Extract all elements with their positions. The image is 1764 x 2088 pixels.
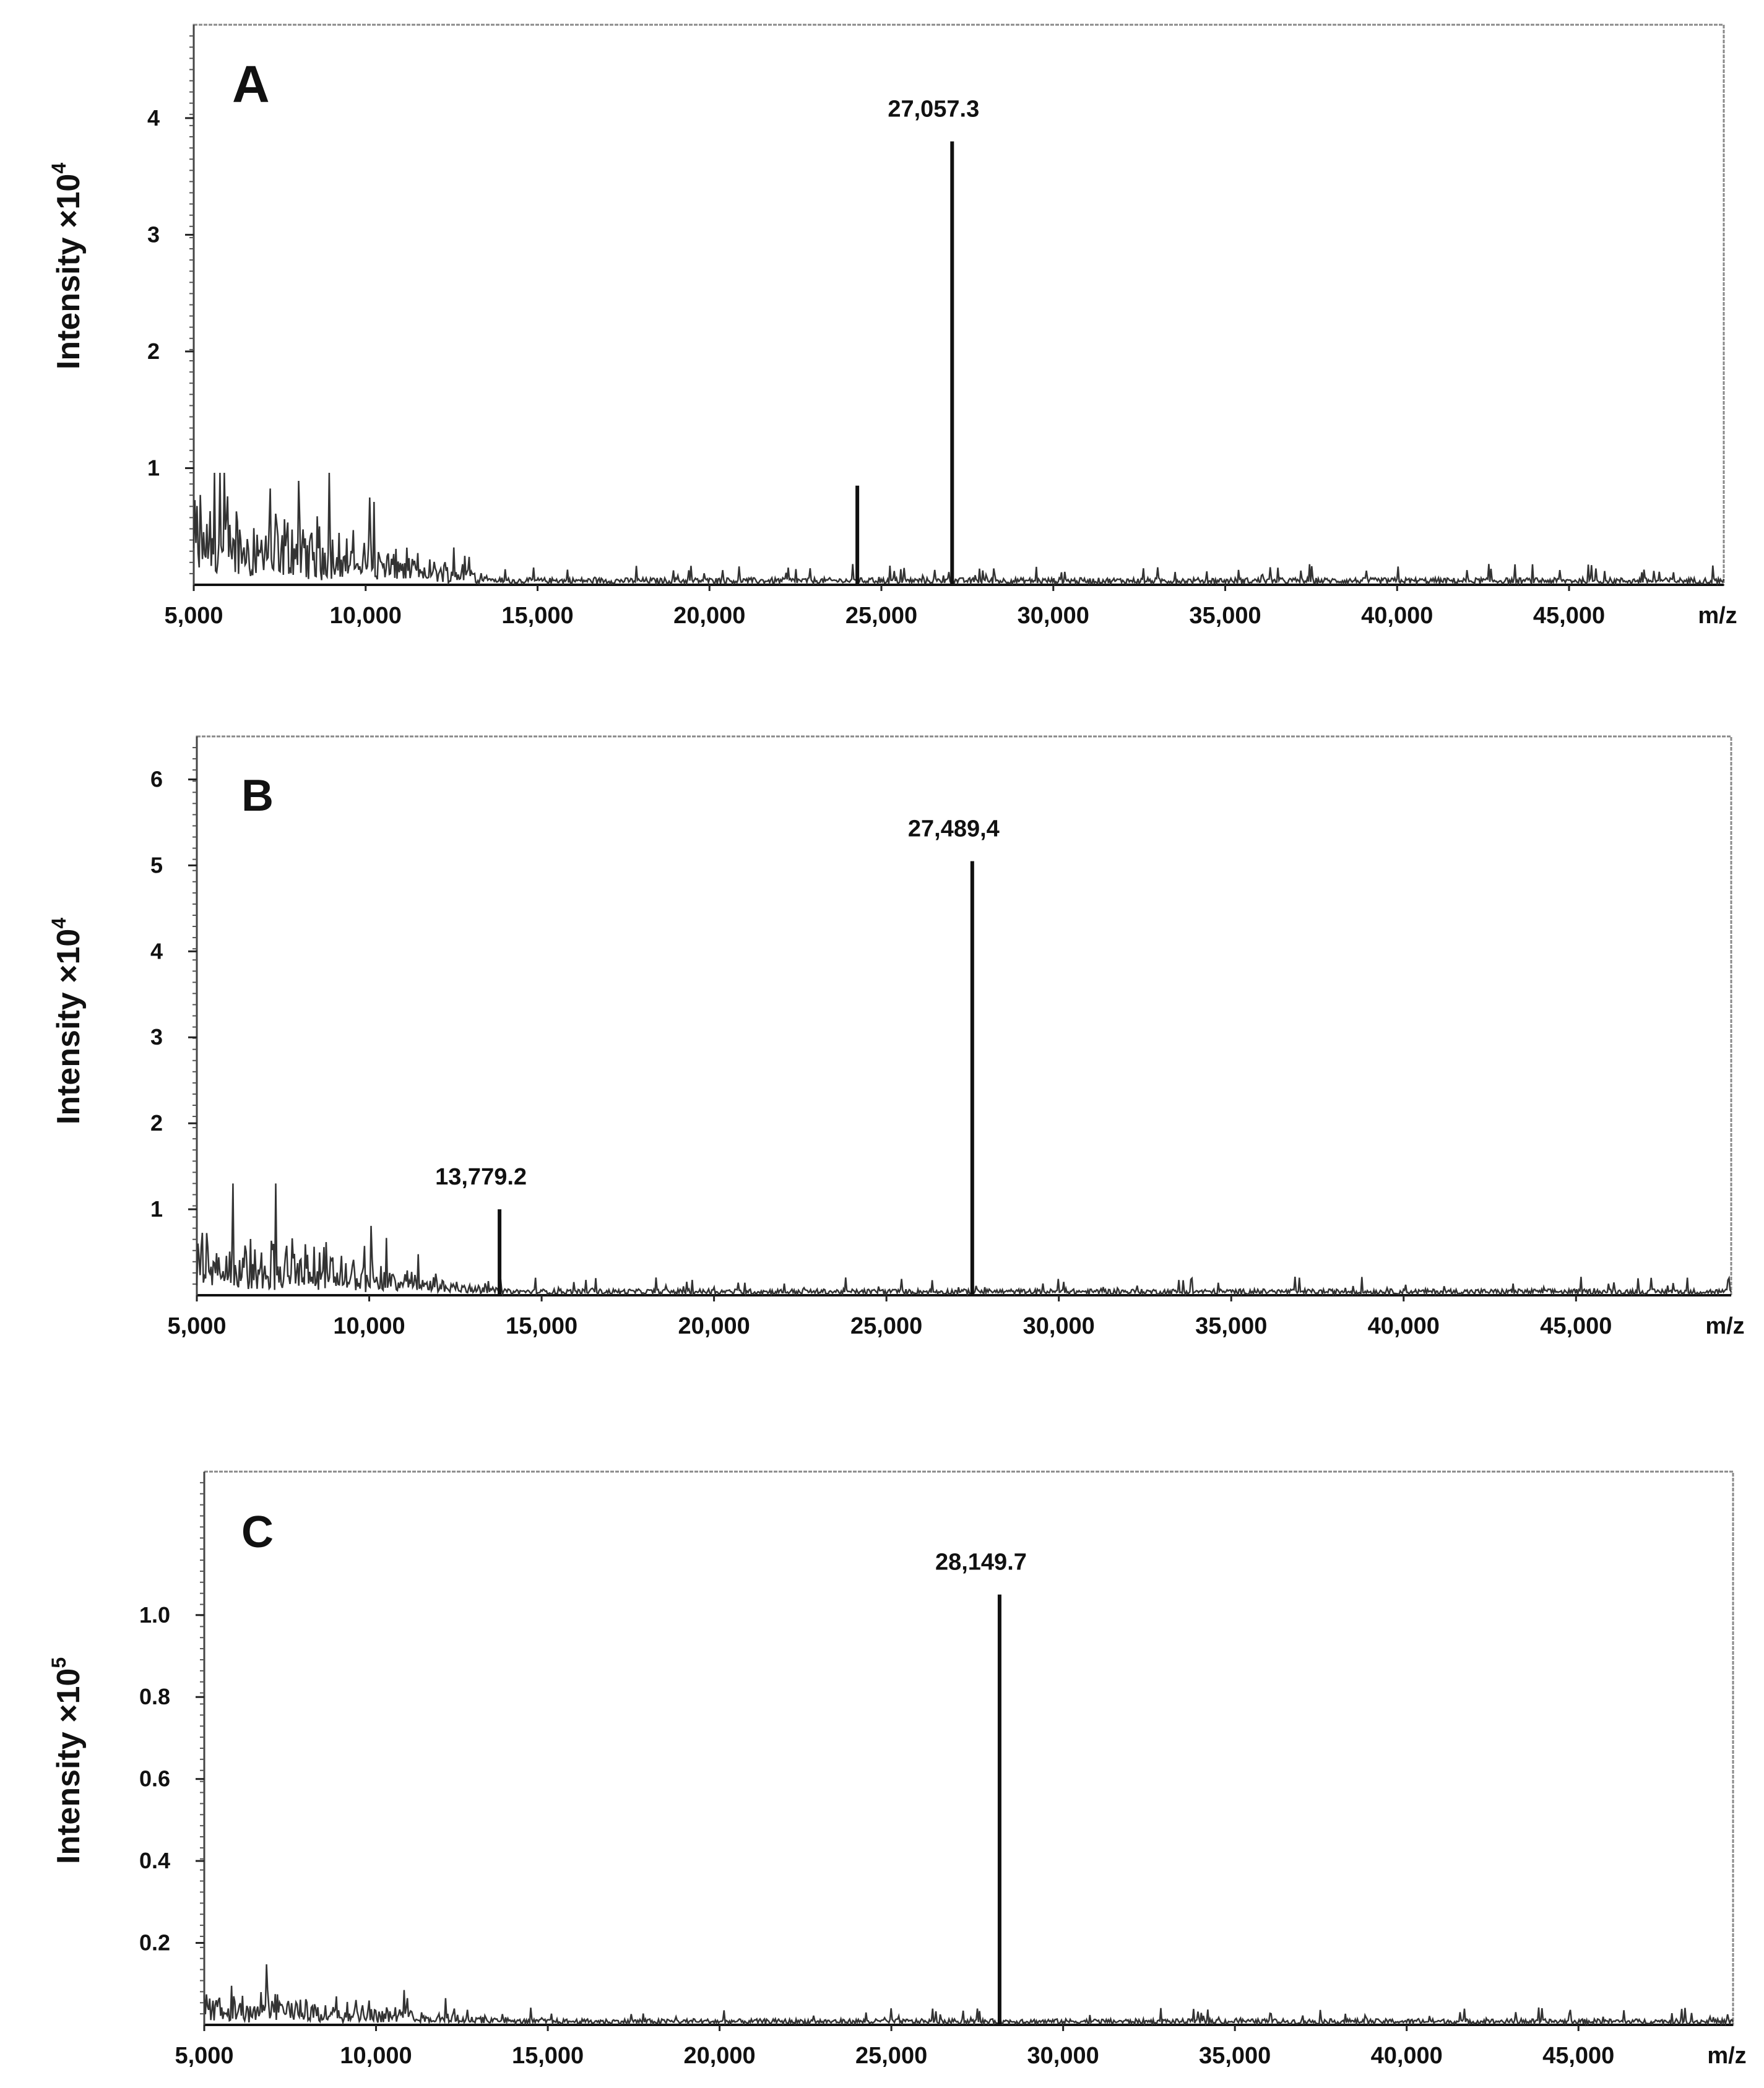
x-tick-label: 5,000 xyxy=(164,603,223,629)
panel-label: C xyxy=(241,1508,274,1557)
y-axis-label-text: Intensity ×10 xyxy=(51,174,87,369)
x-tick-label: 15,000 xyxy=(501,603,573,629)
x-tick-label: 45,000 xyxy=(1542,2043,1614,2069)
peak-label: 13,779.2 xyxy=(435,1164,527,1190)
x-tick-label: 35,000 xyxy=(1195,1313,1267,1339)
y-tick-label: 4 xyxy=(150,938,163,964)
panel-c: C Intensity ×105 0.2 0.4 0.6 0.8 1.0 5,000 10,00… xyxy=(48,1470,1747,2069)
peak-label: 28,149.7 xyxy=(935,1550,1027,1576)
x-tick-label: 15,000 xyxy=(512,2043,584,2069)
y-tick-label: 1 xyxy=(147,455,160,480)
panel-label: A xyxy=(232,55,270,113)
peak-label: 27,057.3 xyxy=(888,97,979,123)
x-tick-label: 15,000 xyxy=(506,1313,577,1339)
y-axis-label-text: Intensity ×10 xyxy=(51,1668,87,1864)
x-axis-label: m/z xyxy=(1698,603,1737,629)
y-axis-label: Intensity ×104 xyxy=(48,163,87,369)
y-axis-label-text: Intensity ×10 xyxy=(51,929,87,1124)
x-tick-label: 20,000 xyxy=(683,2043,755,2069)
peak-label: 27,489,4 xyxy=(908,816,1000,842)
x-tick-label: 5,000 xyxy=(175,2043,233,2069)
spectrum-trace xyxy=(203,1964,1734,2027)
y-tick-label: 2 xyxy=(150,1110,163,1136)
y-tick-label: 0.8 xyxy=(139,1684,170,1709)
x-tick-label: 30,000 xyxy=(1027,2043,1099,2069)
y-axis-label: Intensity ×104 xyxy=(48,918,87,1124)
x-tick-label: 35,000 xyxy=(1189,603,1261,629)
y-tick-label: 3 xyxy=(150,1024,163,1050)
x-tick-label: 25,000 xyxy=(855,2043,927,2069)
spectrum-trace xyxy=(196,1183,1732,1297)
x-tick-label: 25,000 xyxy=(845,603,917,629)
y-tick-label: 1.0 xyxy=(139,1602,170,1628)
x-tick-label: 40,000 xyxy=(1368,1313,1440,1339)
panel-label: B xyxy=(241,771,274,821)
x-axis-label: m/z xyxy=(1707,2043,1746,2069)
x-tick-label: 40,000 xyxy=(1361,603,1433,629)
y-axis-label-exponent: 5 xyxy=(48,1657,70,1668)
x-tick-label: 35,000 xyxy=(1199,2043,1271,2069)
x-tick-label: 20,000 xyxy=(678,1313,750,1339)
x-tick-label: 45,000 xyxy=(1533,603,1605,629)
y-axis-label-exponent: 4 xyxy=(48,918,70,929)
x-tick-label: 10,000 xyxy=(330,603,402,629)
y-tick-label: 0.6 xyxy=(139,1766,170,1792)
spectrum-trace xyxy=(192,472,1725,587)
x-tick-label: 10,000 xyxy=(340,2043,412,2069)
x-tick-label: 10,000 xyxy=(333,1313,405,1339)
y-tick-label: 0.4 xyxy=(139,1848,170,1873)
y-tick-label: 0.2 xyxy=(139,1930,170,1956)
y-tick-label: 1 xyxy=(150,1196,163,1222)
x-tick-label: 40,000 xyxy=(1371,2043,1443,2069)
x-tick-label: 20,000 xyxy=(673,603,745,629)
x-tick-label: 5,000 xyxy=(167,1313,226,1339)
x-axis-label: m/z xyxy=(1705,1313,1744,1339)
y-tick-label: 2 xyxy=(147,339,160,364)
y-axis-label: Intensity ×105 xyxy=(48,1657,87,1864)
y-tick-label: 3 xyxy=(147,222,160,247)
x-tick-label: 30,000 xyxy=(1018,603,1089,629)
y-tick-label: 5 xyxy=(150,852,163,878)
x-tick-label: 25,000 xyxy=(850,1313,922,1339)
x-tick-label: 30,000 xyxy=(1023,1313,1095,1339)
y-tick-label: 4 xyxy=(147,105,160,131)
y-tick-label: 6 xyxy=(150,766,163,792)
y-axis-label-exponent: 4 xyxy=(48,163,70,174)
x-tick-label: 45,000 xyxy=(1540,1313,1612,1339)
